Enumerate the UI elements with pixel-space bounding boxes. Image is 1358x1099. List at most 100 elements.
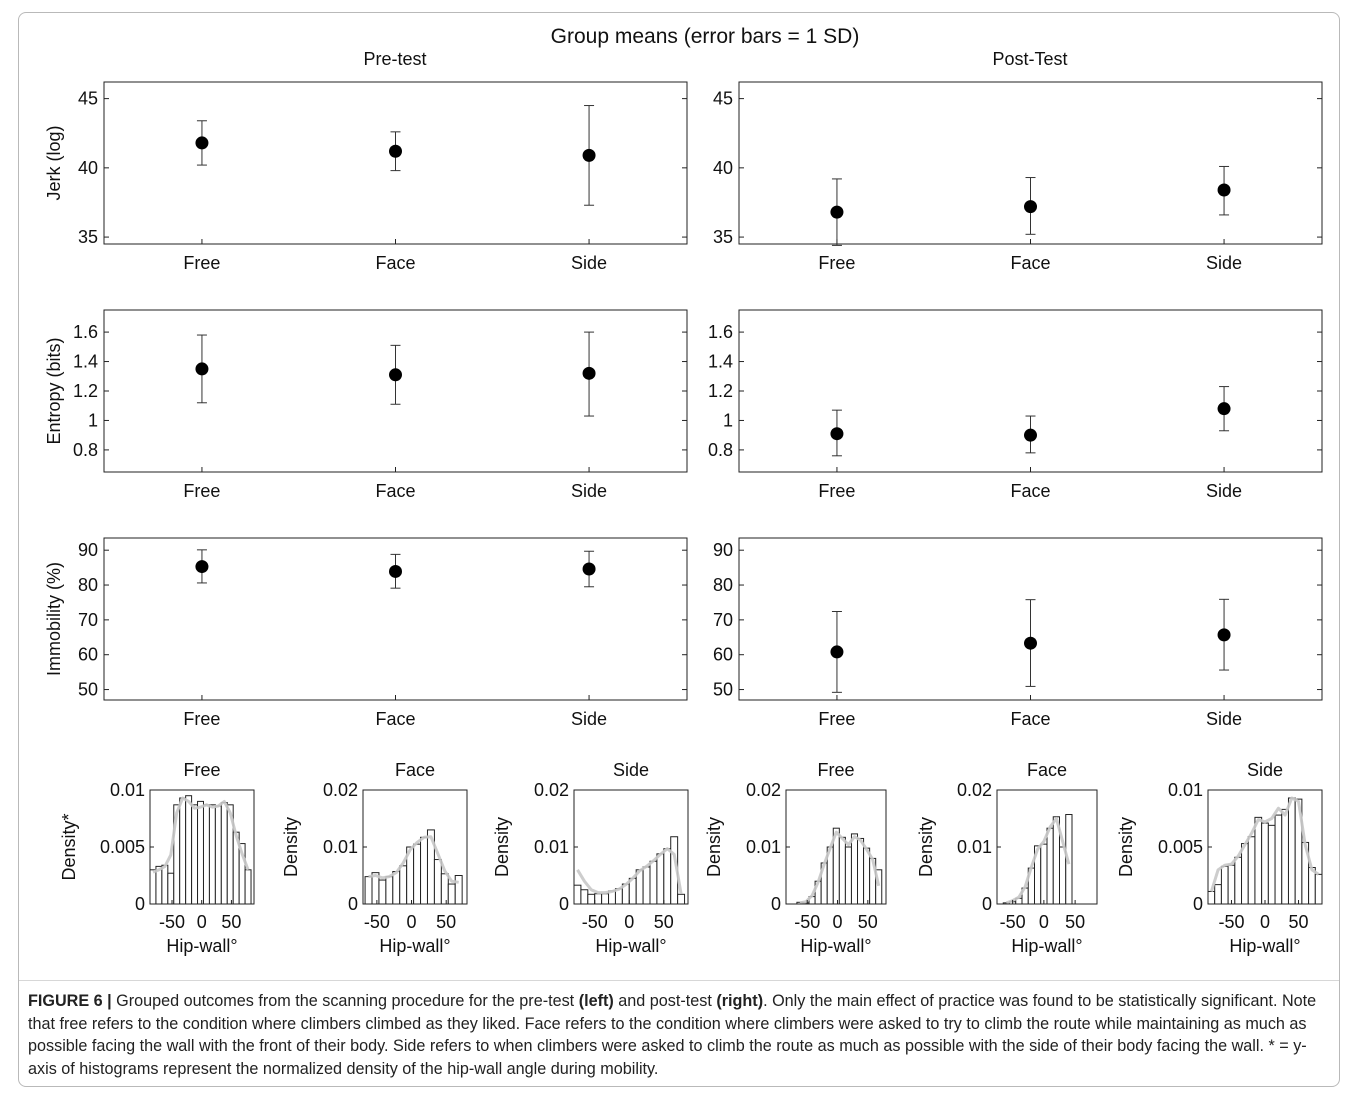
figure-canvas: Group means (error bars = 1 SD) Pre-test… <box>44 25 1323 956</box>
hist-post-side-xtick-label: -50 <box>1218 912 1244 932</box>
jerk-pre-ytick-label: 35 <box>78 227 98 247</box>
entropy-pre-mean-point <box>582 366 596 380</box>
hist-pre-face-title: Face <box>395 760 435 780</box>
jerk-pre-xtick-label: Free <box>183 253 220 273</box>
hist-post-side-bar <box>1247 836 1256 905</box>
hist-pre-free-ytick-label: 0 <box>135 894 145 914</box>
hist-post-face-xlabel: Hip-wall° <box>1011 936 1082 956</box>
entropy-pre-xtick-label: Free <box>183 481 220 501</box>
entropy-post-ytick-label: 1.2 <box>708 381 733 401</box>
hist-post-face-xtick-label: 50 <box>1065 912 1085 932</box>
entropy-pre-mean-point <box>195 362 209 376</box>
hist-pre-free-ytick-label: 0.01 <box>110 780 145 800</box>
entropy-post-mean-point <box>830 427 844 441</box>
hist-post-side-bar <box>1274 814 1283 905</box>
hist-pre-free-bar <box>220 802 228 905</box>
hist-pre-side-bar <box>601 893 610 905</box>
immobility-pre-ylabel: Immobility (%) <box>44 562 64 676</box>
jerk-post-ytick-label: 40 <box>713 158 733 178</box>
hist-post-side-bar <box>1314 873 1323 905</box>
hist-post-free-xtick-label: -50 <box>794 912 820 932</box>
immobility-pre-xtick-label: Face <box>375 709 415 729</box>
immobility-post-xtick-label: Free <box>818 709 855 729</box>
hist-pre-free-bar <box>161 864 169 905</box>
hist-pre-free-xlabel: Hip-wall° <box>166 936 237 956</box>
immobility-post-ytick-label: 80 <box>713 575 733 595</box>
entropy-pre-ytick-label: 1 <box>88 410 98 430</box>
entropy-post-xtick-label: Free <box>818 481 855 501</box>
hist-post-side-bar <box>1281 808 1289 905</box>
hist-post-side-bar <box>1261 822 1269 905</box>
hist-pre-free-ylabel: Density* <box>59 813 79 880</box>
hist-pre-side-bar <box>642 866 651 905</box>
immobility-pre-ytick-label: 50 <box>78 680 98 700</box>
hist-pre-face-bar <box>420 836 428 905</box>
entropy-post-ytick-label: 1.6 <box>708 322 733 342</box>
hist-pre-free-title: Free <box>183 760 220 780</box>
hist-pre-free-bar <box>185 795 193 905</box>
hist-pre-free-bar <box>149 869 157 905</box>
entropy-post-ytick-label: 1.4 <box>708 352 733 372</box>
immobility-post-ytick-label: 90 <box>713 540 733 560</box>
jerk-post-ytick-label: 35 <box>713 227 733 247</box>
hist-pre-side-xtick-label: 0 <box>624 912 634 932</box>
entropy-pre-ytick-label: 0.8 <box>73 440 98 460</box>
hist-post-free-bar <box>850 833 859 905</box>
entropy-post-ytick-label: 0.8 <box>708 440 733 460</box>
hist-post-face-ytick-label: 0 <box>982 894 992 914</box>
entropy-pre-ytick-label: 1.2 <box>73 381 98 401</box>
hist-post-free-bar <box>863 847 871 905</box>
hist-pre-face-ytick-label: 0.02 <box>323 780 358 800</box>
caption-text-1: Grouped outcomes from the scanning proce… <box>111 992 579 1010</box>
hist-post-side-bar <box>1287 797 1296 905</box>
jerk-pre-ytick-label: 40 <box>78 158 98 178</box>
hist-pre-free-bar <box>167 872 175 905</box>
hist-pre-side-bar <box>573 884 582 905</box>
hist-post-free-ylabel: Density <box>704 817 724 877</box>
hist-post-side-ytick-label: 0.01 <box>1168 780 1203 800</box>
hist-post-free-title: Free <box>817 760 854 780</box>
immobility-pre-ytick-label: 70 <box>78 610 98 630</box>
hist-post-free-bar <box>838 836 846 905</box>
hist-pre-free-bar <box>208 804 216 905</box>
hist-pre-free-bar <box>197 800 204 905</box>
jerk-pre-xtick-label: Face <box>375 253 415 273</box>
entropy-post-xtick-label: Face <box>1010 481 1050 501</box>
hist-pre-face-bar <box>413 843 422 905</box>
figure-frame <box>18 12 1340 1087</box>
hist-pre-face-ytick-label: 0 <box>348 894 358 914</box>
hist-pre-side-title: Side <box>613 760 649 780</box>
hist-post-side-bar <box>1214 884 1222 905</box>
immobility-post-ytick-label: 50 <box>713 680 733 700</box>
hist-pre-side-xtick-label: 50 <box>654 912 674 932</box>
hist-pre-free-xtick-label: 0 <box>197 912 207 932</box>
hist-pre-free-bar <box>202 804 210 905</box>
hist-pre-face-bar <box>440 873 449 905</box>
hist-pre-face-ytick-label: 0.01 <box>323 837 358 857</box>
hist-post-side-density-curve <box>1209 796 1320 892</box>
hist-post-face-density-curve <box>1005 817 1071 905</box>
hist-pre-free-bar <box>214 805 222 905</box>
hist-post-free-ytick-label: 0.02 <box>746 780 781 800</box>
hist-pre-side-bar <box>677 893 686 905</box>
hist-pre-face-bar <box>378 879 387 905</box>
immobility-post-mean-point <box>1217 628 1231 642</box>
hist-post-side-bar <box>1207 890 1216 905</box>
immobility-post-xtick-label: Face <box>1010 709 1050 729</box>
hist-pre-free-xtick-label: 50 <box>221 912 241 932</box>
hist-pre-side-ytick-label: 0.02 <box>534 780 569 800</box>
hist-post-face-xtick-label: 0 <box>1039 912 1049 932</box>
immobility-post-mean-point <box>830 645 844 659</box>
jerk-post-mean-point <box>830 205 844 219</box>
hist-post-side-bar <box>1267 824 1276 905</box>
hist-post-face-title: Face <box>1027 760 1067 780</box>
hist-pre-side-bar <box>580 889 589 905</box>
hist-pre-face-bar <box>447 883 456 905</box>
immobility-pre-ytick-label: 80 <box>78 575 98 595</box>
hist-pre-face-bar <box>454 875 463 905</box>
hist-pre-face-bar <box>399 865 408 905</box>
hist-post-side-ylabel: Density <box>1116 817 1136 877</box>
hist-pre-free-bar <box>191 804 199 905</box>
hist-pre-side-xtick-label: -50 <box>582 912 608 932</box>
hist-post-side-ytick-label: 0.005 <box>1158 837 1203 857</box>
